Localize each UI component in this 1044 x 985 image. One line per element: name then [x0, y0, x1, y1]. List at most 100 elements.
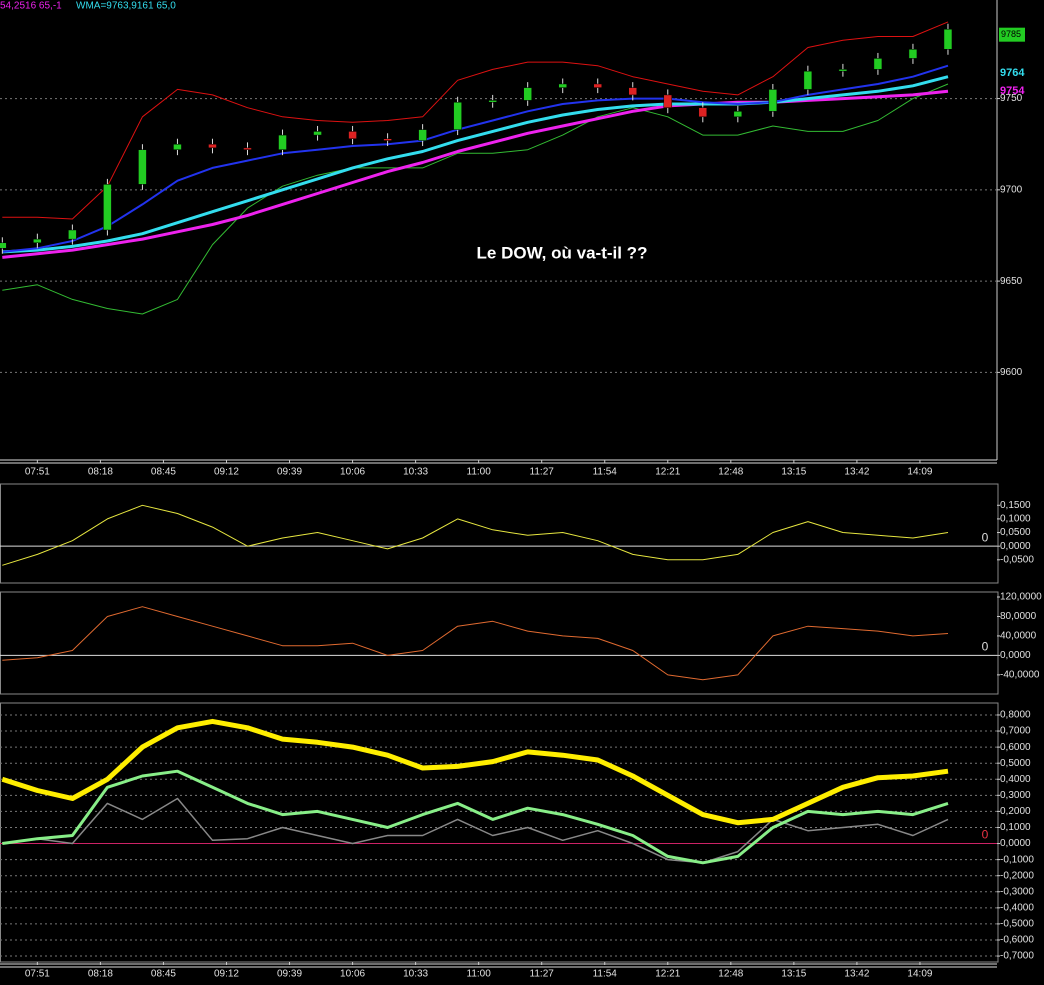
x-tick-label: 10:06: [340, 467, 365, 478]
candle-body: [803, 70, 813, 90]
y-tick-label: 0,1000: [1000, 514, 1031, 525]
y-tick-label: 0,2000: [1000, 806, 1031, 817]
series-line: [2, 21, 949, 220]
y-tick-label: -40,0000: [1000, 670, 1040, 681]
candle-body: [943, 28, 953, 50]
x-tick-label: 07:51: [25, 969, 50, 980]
y-tick-label: 0,0500: [1000, 527, 1031, 538]
candle-body: [243, 147, 252, 150]
x-tick-label: 09:39: [277, 467, 302, 478]
header-left: 54,2516 65,-1: [0, 1, 62, 12]
x-tick-label: 11:54: [593, 969, 618, 980]
candle-body: [453, 101, 462, 130]
y-tick-label: 9750: [1000, 93, 1023, 104]
zero-label: 0: [982, 530, 989, 544]
price-marker-box: [999, 27, 1025, 42]
y-tick-label: -0,4000: [1000, 902, 1034, 913]
x-tick-label: 09:12: [214, 969, 239, 980]
candle-body: [138, 149, 147, 185]
candle-body: [313, 131, 322, 136]
series-line: [1, 718, 949, 826]
series-line: [2, 606, 949, 681]
series-line: [2, 504, 949, 566]
candle-body: [698, 107, 708, 118]
x-tick-label: 14:09: [907, 969, 932, 980]
candle-body: [383, 138, 392, 141]
candle-body: [523, 87, 532, 101]
y-tick-label: 40,0000: [1000, 631, 1037, 642]
y-tick-label: -0,6000: [1000, 935, 1034, 946]
x-tick-label: 10:33: [403, 467, 428, 478]
candle-body: [908, 49, 918, 59]
y-tick-label: -0,0500: [1000, 554, 1034, 565]
series-line: [2, 769, 949, 865]
y-tick-label: 80,0000: [1000, 611, 1037, 622]
price-marker: 9785: [1001, 29, 1021, 39]
zero-label: 0: [982, 640, 989, 654]
y-tick-label: 9650: [1000, 276, 1023, 287]
x-tick-label: 14:09: [907, 467, 932, 478]
x-tick-label: 11:00: [467, 969, 492, 980]
candle-body: [208, 143, 217, 149]
x-tick-label: 12:21: [655, 467, 680, 478]
x-tick-label: 11:54: [593, 467, 618, 478]
y-tick-label: 0,1000: [1000, 822, 1031, 833]
y-tick-label: 0,3000: [1000, 790, 1031, 801]
y-tick-label: -0,5000: [1000, 919, 1034, 930]
price-marker: 9754: [1000, 85, 1025, 97]
x-tick-label: 08:18: [88, 969, 113, 980]
x-tick-label: 09:12: [214, 467, 239, 478]
panel-border: [0, 591, 999, 695]
x-tick-label: 12:21: [655, 969, 680, 980]
y-tick-label: 0,7000: [1000, 726, 1031, 737]
y-tick-label: 9600: [1000, 367, 1023, 378]
candle-body: [418, 129, 427, 141]
x-tick-label: 11:00: [467, 467, 492, 478]
x-tick-label: 08:45: [151, 969, 176, 980]
x-tick-label: 13:15: [781, 467, 806, 478]
y-tick-label: 120,0000: [1000, 592, 1042, 603]
x-tick-label: 08:18: [88, 467, 113, 478]
candle-body: [558, 83, 567, 88]
candle-body: [488, 100, 497, 103]
y-tick-label: 0,6000: [1000, 742, 1031, 753]
candle-body: [173, 143, 182, 150]
annotation: Le DOW, où va-t-il ??: [477, 243, 648, 262]
x-tick-label: 11:27: [530, 969, 555, 980]
price-marker: 9764: [1000, 67, 1025, 79]
y-tick-label: 0,1500: [1000, 500, 1031, 511]
candle-body: [348, 131, 357, 139]
panel-border: [0, 702, 999, 963]
candle-body: [33, 238, 42, 244]
header-right: WMA=9763,9161 65,0: [76, 1, 176, 12]
x-tick-label: 12:48: [718, 467, 743, 478]
candle-body: [593, 83, 602, 88]
x-tick-label: 08:45: [151, 467, 176, 478]
x-tick-label: 09:39: [277, 969, 302, 980]
candle-body: [278, 134, 287, 150]
candle-body: [768, 89, 778, 112]
candle-body: [663, 94, 673, 108]
x-tick-label: 13:15: [781, 969, 806, 980]
x-tick-label: 12:48: [718, 969, 743, 980]
series-line: [2, 797, 949, 864]
y-tick-label: 0,4000: [1000, 774, 1031, 785]
candle-body: [733, 111, 743, 118]
y-tick-label: 0,0000: [1000, 541, 1031, 552]
series-line: [2, 83, 949, 315]
x-tick-label: 11:27: [530, 467, 555, 478]
candle-body: [873, 58, 883, 70]
x-tick-label: 10:33: [403, 969, 428, 980]
x-tick-label: 13:42: [844, 969, 869, 980]
x-tick-label: 13:42: [844, 467, 869, 478]
zero-label: 0: [982, 828, 989, 842]
x-tick-label: 07:51: [25, 467, 50, 478]
panel-border: [0, 483, 999, 584]
candle-body: [838, 69, 848, 72]
y-tick-label: 0,5000: [1000, 758, 1031, 769]
y-tick-label: 9700: [1000, 184, 1023, 195]
series-line: [2, 75, 949, 254]
candle-body: [628, 87, 638, 96]
